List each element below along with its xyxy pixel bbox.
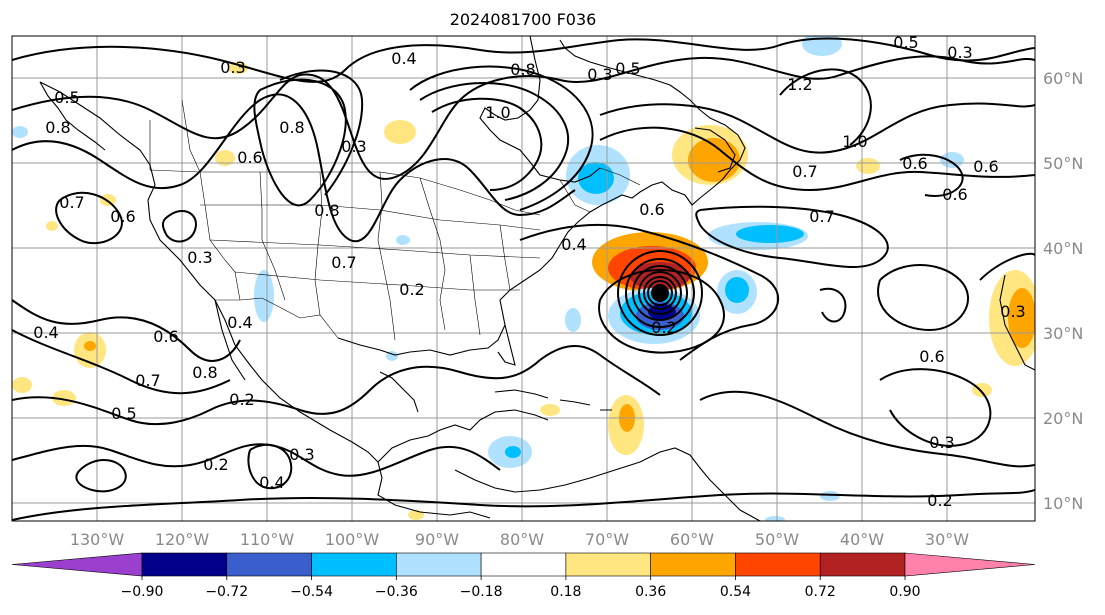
colorbar-extend-low — [11, 552, 143, 577]
contour-label: 0.7 — [59, 193, 84, 212]
colorbar-tick-label: −0.18 — [460, 584, 503, 600]
lon-label: 110°W — [240, 530, 295, 549]
lon-label: 40°W — [840, 530, 884, 549]
lon-label: 130°W — [70, 530, 125, 549]
contour-label: 0.3 — [929, 433, 954, 452]
lon-label: 80°W — [500, 530, 544, 549]
contour-label: 0.6 — [639, 200, 664, 219]
colorbar: −0.90 −0.72 −0.54 −0.36 −0.18 0.18 0.36 0.54 0.7… — [11, 552, 1036, 600]
colorbar-tick-label: 0.18 — [550, 584, 581, 600]
colorbar-tick-label: −0.90 — [121, 584, 164, 600]
colorbar-tick-label: 0.54 — [720, 584, 751, 600]
colorbar-bin — [819, 552, 906, 577]
latitude-labels: 60°N 50°N 40°N 30°N 20°N 10°N — [1043, 69, 1083, 513]
colorbar-extend-high — [904, 552, 1036, 577]
colorbar-tick-label: −0.36 — [375, 584, 418, 600]
lat-label: 30°N — [1043, 324, 1083, 343]
lon-label: 100°W — [325, 530, 380, 549]
contour-label: 1.0 — [842, 132, 867, 151]
political-borders — [149, 99, 641, 341]
contour-label: 0.5 — [893, 33, 918, 52]
contour-label: 0.8 — [510, 60, 535, 79]
contour-label: 0.3 — [341, 137, 366, 156]
contour-label: 0.7 — [792, 162, 817, 181]
colorbar-tick-label: −0.54 — [290, 584, 333, 600]
contour-lines — [12, 37, 1035, 521]
lat-label: 20°N — [1043, 409, 1083, 428]
contour-label: 0.3 — [1000, 302, 1025, 321]
lon-label: 120°W — [155, 530, 210, 549]
lon-label: 70°W — [585, 530, 629, 549]
colorbar-bin — [141, 552, 228, 577]
contour-label: 0.8 — [314, 201, 339, 220]
contour-label: 0.6 — [902, 154, 927, 173]
contour-label: 0.3 — [220, 58, 245, 77]
contour-label: 0.3 — [187, 248, 212, 267]
colorbar-bin — [311, 552, 397, 577]
contour-label: 0.6 — [919, 347, 944, 366]
colorbar-tick-label: 0.90 — [889, 584, 920, 600]
contour-label: 0.5 — [615, 59, 640, 78]
lat-label: 50°N — [1043, 154, 1083, 173]
colorbar-tick-label: 0.36 — [635, 584, 666, 600]
lat-label: 40°N — [1043, 239, 1083, 258]
contour-label: 0.2 — [203, 455, 228, 474]
colorbar-tick-label: −0.72 — [205, 584, 248, 600]
coastlines — [39, 36, 1035, 521]
map-area: 0.3 0.4 0.8 0.5 0.3 0.3 0.5 1.2 1.0 0.8 … — [12, 33, 1035, 521]
colorbar-bin — [480, 552, 567, 577]
colorbar-bin — [650, 552, 736, 577]
contour-label: 0.7 — [809, 207, 834, 226]
contour-label: 0.6 — [110, 207, 135, 226]
contour-label: 0.3 — [289, 445, 314, 464]
contour-label: 0.7 — [135, 371, 160, 390]
contour-label: 0.5 — [54, 88, 79, 107]
contour-label: 0.2 — [229, 390, 254, 409]
contour-label: 0.2 — [927, 491, 952, 510]
contour-label: 0.4 — [561, 235, 586, 254]
contour-label: 0.6 — [942, 185, 967, 204]
contour-label: 0.4 — [259, 473, 284, 492]
contour-label: 0.4 — [33, 323, 58, 342]
contour-label: 0.7 — [331, 253, 356, 272]
lon-label: 50°W — [755, 530, 799, 549]
contour-labels: 0.3 0.4 0.8 0.5 0.3 0.3 0.5 1.2 1.0 0.8 … — [33, 33, 1025, 510]
contour-label: 0.2 — [399, 280, 424, 299]
colorbar-tick-label: 0.72 — [805, 584, 836, 600]
colorbar-bin — [735, 552, 821, 577]
map-title: 2024081700 F036 — [450, 10, 597, 29]
contour-label: 0.3 — [947, 43, 972, 62]
contour-label: 0.3 — [587, 65, 612, 84]
contour-label: 0.2 — [651, 318, 676, 337]
contour-label: 1.0 — [485, 103, 510, 122]
contour-label: 0.6 — [237, 148, 262, 167]
contour-label: 0.4 — [227, 313, 252, 332]
lat-label: 60°N — [1043, 69, 1083, 88]
contour-label: 0.8 — [45, 118, 70, 137]
longitude-labels: 130°W 120°W 110°W 100°W 90°W 80°W 70°W 6… — [70, 530, 969, 549]
colorbar-bin — [565, 552, 651, 577]
contour-label: 0.8 — [192, 363, 217, 382]
contour-label: 0.8 — [279, 118, 304, 137]
contour-label: 0.6 — [973, 157, 998, 176]
contour-label: 0.4 — [391, 49, 416, 68]
lon-label: 30°W — [925, 530, 969, 549]
map-frame — [11, 35, 1036, 522]
contour-label: 1.2 — [787, 75, 812, 94]
lon-label: 60°W — [670, 530, 714, 549]
colorbar-bin — [396, 552, 482, 577]
contour-label: 0.5 — [111, 404, 136, 423]
lat-label: 10°N — [1043, 494, 1083, 513]
contour-label: 0.6 — [153, 327, 178, 346]
lon-label: 90°W — [415, 530, 459, 549]
colorbar-bin — [226, 552, 312, 577]
